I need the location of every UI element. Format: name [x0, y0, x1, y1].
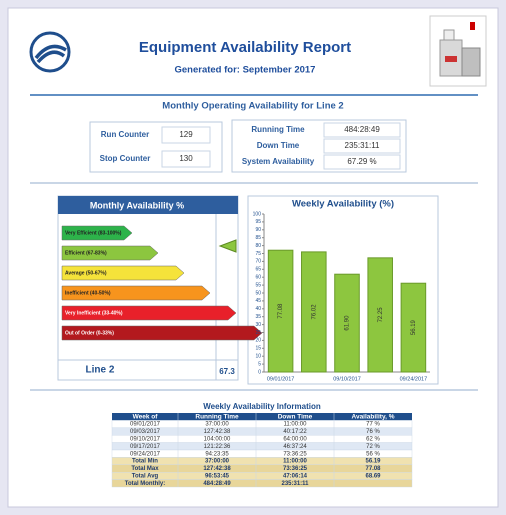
- y-tick-label: 65: [255, 267, 261, 273]
- page: Equipment Availability Report Generated …: [0, 0, 506, 515]
- table-cell: 47:06:14: [283, 473, 308, 479]
- table-header-cell: Availability, %: [352, 413, 395, 420]
- y-tick-label: 60: [255, 275, 261, 281]
- y-tick-label: 90: [255, 227, 261, 233]
- table-cell: 11:00:00: [284, 422, 308, 428]
- table-cell: 40:17:22: [283, 429, 307, 435]
- y-tick-label: 45: [255, 298, 261, 304]
- y-tick-label: 10: [255, 354, 261, 360]
- value-label: 72.25: [378, 307, 384, 323]
- table-cell: Total Monthly:: [125, 481, 166, 487]
- table-cell: 46:37:24: [283, 444, 307, 450]
- y-tick-label: 75: [255, 251, 261, 257]
- y-tick-label: 30: [255, 322, 261, 328]
- table-cell: 77.08: [365, 466, 381, 472]
- y-tick-label: 55: [255, 282, 261, 288]
- value-label: 56.19: [411, 319, 417, 335]
- time-value: 235:31:11: [345, 141, 381, 150]
- monthly-value: 67.3: [219, 367, 235, 376]
- table-cell: 127:42:38: [203, 466, 231, 472]
- report: Equipment Availability Report Generated …: [0, 0, 506, 515]
- level-label: Efficient (67-83%): [65, 250, 107, 256]
- table-header-cell: Running Time: [195, 413, 239, 420]
- y-tick-label: 5: [258, 361, 261, 367]
- y-tick-label: 20: [255, 338, 261, 344]
- table-cell: 94:23:35: [205, 451, 229, 457]
- table-cell: 56 %: [366, 451, 380, 457]
- time-label: System Availability: [242, 157, 315, 166]
- table-cell: Total Max: [131, 466, 159, 472]
- y-tick-label: 50: [255, 290, 261, 296]
- level-label: Out of Order (0-33%): [65, 330, 114, 336]
- y-tick-label: 95: [255, 219, 261, 225]
- monthly-header-cap: [216, 196, 238, 214]
- time-label: Running Time: [251, 125, 305, 134]
- table-cell: 77 %: [366, 422, 380, 428]
- table-cell: 73:36:25: [283, 451, 307, 457]
- level-label: Inefficient (40-50%): [65, 290, 111, 296]
- level-label: Very Efficient (83-100%): [65, 230, 122, 236]
- counter-value: 129: [179, 130, 193, 139]
- table-cell: 64:00:00: [283, 436, 307, 442]
- table-cell: 96:53:45: [205, 473, 230, 479]
- table-cell: 09/03/2017: [130, 429, 161, 435]
- chart-title: Weekly Availability (%): [292, 199, 394, 210]
- y-tick-label: 35: [255, 314, 261, 320]
- y-tick-label: 15: [255, 346, 261, 352]
- value-label: 61.90: [345, 315, 351, 331]
- time-value: 67.29 %: [347, 157, 376, 166]
- table-cell: 37:00:00: [205, 459, 230, 465]
- level-label: Average (50-67%): [65, 270, 107, 276]
- y-tick-label: 25: [255, 330, 261, 336]
- monthly-line: Line 2: [86, 365, 115, 376]
- time-value: 484:28:49: [344, 125, 380, 134]
- section-title: Monthly Operating Availability for Line …: [162, 101, 343, 112]
- table-cell: 11:00:00: [283, 459, 307, 465]
- report-title: Equipment Availability Report: [139, 39, 351, 56]
- table-cell: 56.19: [365, 459, 381, 465]
- y-tick-label: 100: [253, 211, 262, 217]
- table-cell: 62 %: [366, 436, 380, 442]
- table-title: Weekly Availability Information: [203, 402, 321, 411]
- value-label: 76.02: [311, 304, 317, 320]
- table-cell: 09/01/2017: [130, 422, 161, 428]
- x-tick-label: 09/10/2017: [333, 376, 361, 382]
- table-cell: 37:00:00: [205, 422, 229, 428]
- level-label: Very Inefficient (33-40%): [65, 310, 123, 316]
- table-cell: 73:36:25: [283, 466, 308, 472]
- counter-label: Run Counter: [101, 130, 149, 139]
- table-cell: 235:31:11: [281, 481, 309, 487]
- y-tick-label: 40: [255, 306, 261, 312]
- table-cell: 127:42:38: [204, 429, 231, 435]
- x-tick-label: 09/01/2017: [267, 376, 295, 382]
- table-cell: Total Avg: [132, 473, 159, 479]
- x-tick-label: 09/24/2017: [400, 376, 428, 382]
- counter-label: Stop Counter: [100, 154, 151, 163]
- y-tick-label: 70: [255, 259, 261, 265]
- table-cell: 104:00:00: [204, 436, 231, 442]
- table-header-cell: Week of: [133, 413, 159, 420]
- table-cell: 72 %: [366, 444, 380, 450]
- y-tick-label: 80: [255, 243, 261, 249]
- table-cell: 484:28:49: [203, 481, 231, 487]
- report-subtitle: Generated for: September 2017: [175, 65, 316, 76]
- table-header-cell: Down Time: [278, 413, 313, 420]
- time-label: Down Time: [257, 141, 300, 150]
- table-cell: Total Min: [132, 459, 158, 465]
- counter-value: 130: [179, 154, 193, 163]
- table-cell: 09/24/2017: [130, 451, 161, 457]
- table-cell: 121:22:36: [204, 444, 231, 450]
- table-cell: 76 %: [366, 429, 380, 435]
- equipment-image: [430, 16, 486, 86]
- table-cell: 68.69: [365, 473, 381, 479]
- monthly-title: Monthly Availability %: [90, 200, 184, 210]
- y-tick-label: 0: [258, 369, 261, 375]
- table-cell: 09/10/2017: [130, 436, 161, 442]
- table-cell: 09/17/2017: [130, 444, 161, 450]
- y-tick-label: 85: [255, 235, 261, 241]
- value-label: 77.08: [278, 303, 284, 319]
